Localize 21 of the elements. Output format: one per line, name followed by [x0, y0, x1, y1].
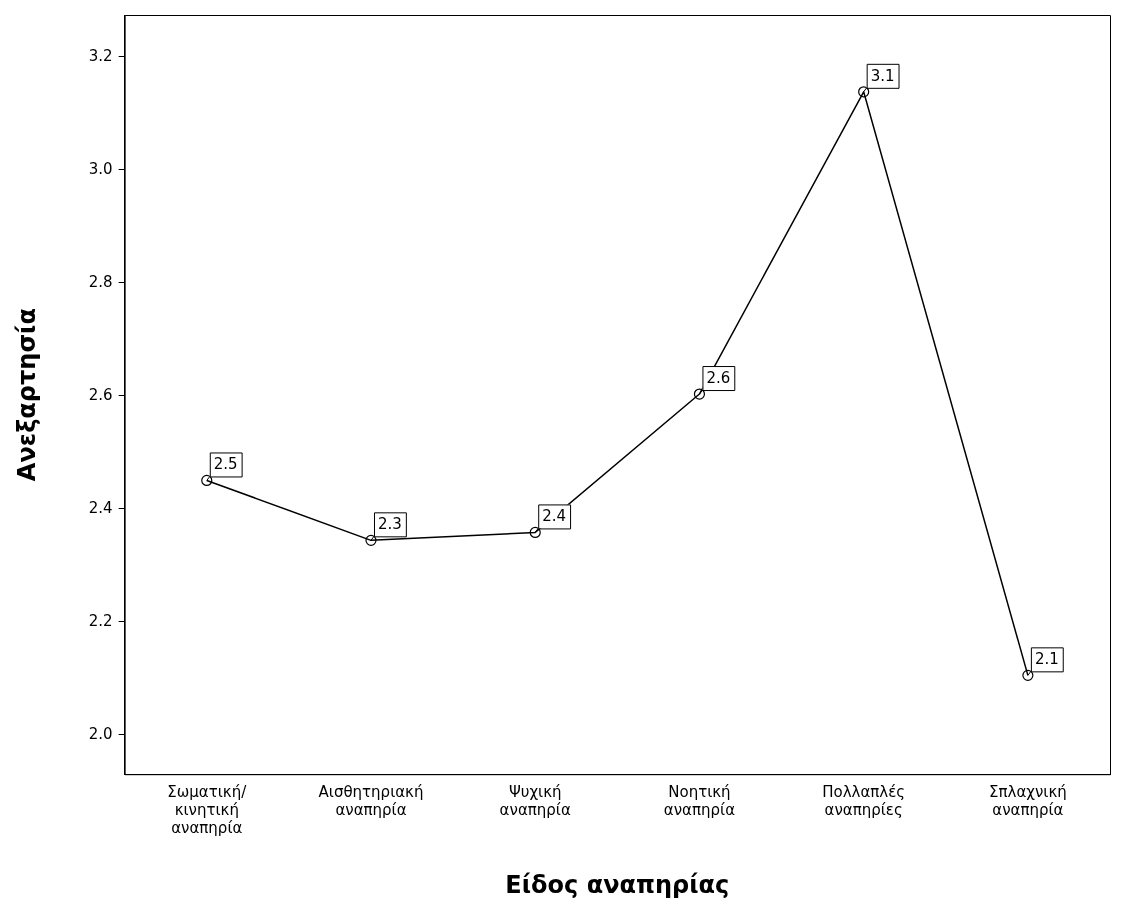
x-tick-label: Πολλαπλές αναπηρίες	[822, 783, 906, 820]
y-tick-label: 2.4	[88, 498, 113, 517]
data-label: 2.4	[542, 507, 567, 526]
data-label: 2.5	[213, 455, 238, 474]
y-tick-label: 2.2	[88, 611, 113, 630]
x-tick-label: Αισθητηριακή αναπηρία	[318, 783, 424, 820]
y-tick-label: 3.2	[88, 46, 113, 65]
y-tick-label: 3.0	[88, 159, 113, 178]
x-tick-label: Σπλαχνική αναπηρία	[989, 783, 1067, 820]
x-tick-label: Ψυχική αναπηρία	[499, 783, 571, 820]
y-tick-label: 2.6	[88, 385, 113, 404]
y-tick-label: 2.0	[88, 724, 113, 743]
x-axis-title: Είδος αναπηρίας	[505, 870, 730, 899]
y-tick-label: 2.8	[88, 272, 113, 291]
data-label: 2.6	[706, 368, 731, 387]
y-axis-title: Ανεξαρτησία	[12, 308, 41, 482]
data-label: 2.3	[377, 515, 402, 534]
data-label: 2.1	[1034, 650, 1059, 669]
data-label: 3.1	[870, 66, 895, 85]
x-tick-label: Σωματική/ κινητική αναπηρία	[167, 783, 248, 838]
x-tick-label: Νοητική αναπηρία	[663, 783, 736, 820]
